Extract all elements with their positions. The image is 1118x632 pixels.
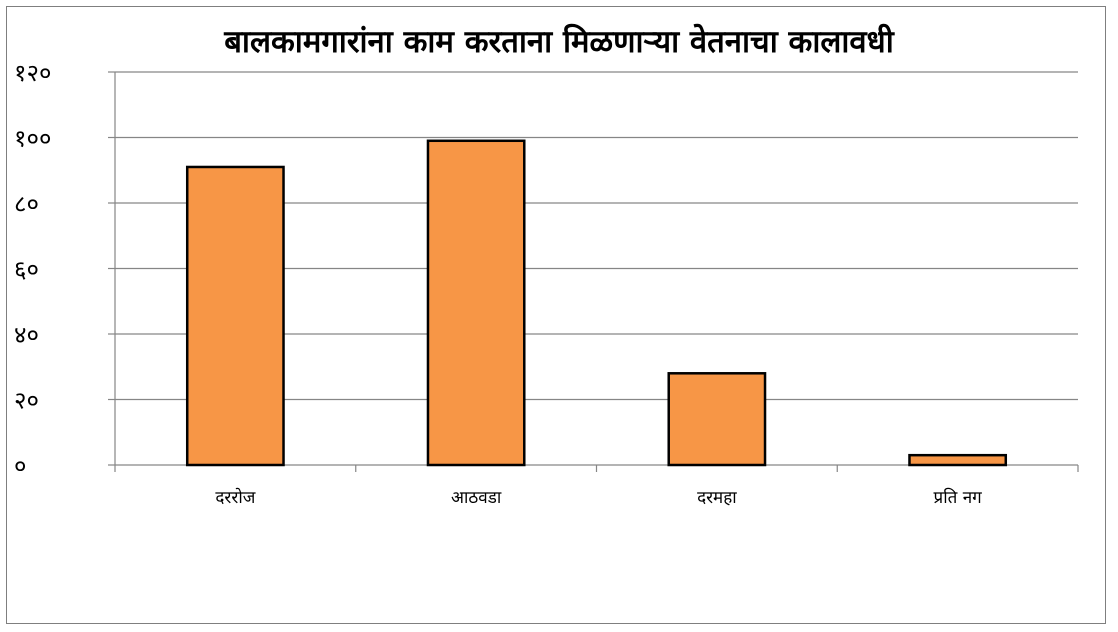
y-tick-label: ० — [14, 452, 26, 480]
y-tick-label: १२० — [14, 59, 51, 87]
y-tick-label: ४० — [14, 321, 39, 349]
y-tick-label: २० — [14, 387, 39, 415]
y-tick-label: ६० — [14, 256, 39, 284]
y-tick-label: ८० — [14, 190, 39, 218]
x-category-label: प्रति नग — [934, 487, 983, 508]
bar — [667, 372, 767, 467]
bar — [185, 165, 285, 467]
x-category-label: दरमहा — [697, 488, 737, 508]
axis-labels: ० २० ४० ६० ८० १०० १२० दररोज आठवडा दरमहा प्रति नग — [14, 59, 982, 508]
x-category-label: आठवडा — [451, 488, 502, 508]
bar — [908, 453, 1008, 467]
x-category-label: दररोज — [215, 487, 255, 508]
bars — [185, 139, 1008, 467]
y-tick-label: १०० — [14, 125, 51, 153]
bar — [426, 139, 526, 467]
chart-title: बालकामगारांना काम करताना मिळणाऱ्या वेतना… — [224, 24, 894, 60]
